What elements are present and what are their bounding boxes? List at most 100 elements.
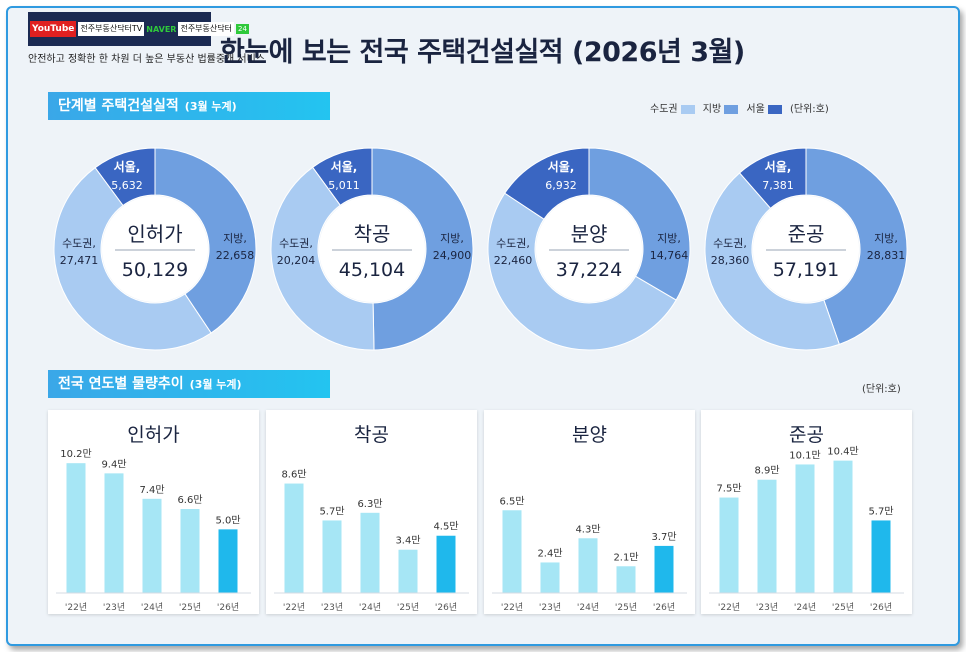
slice-label-region-value: 28,831 — [867, 249, 906, 262]
bar-chart-title: 분양 — [572, 424, 607, 446]
slice-label-seoul-value: 6,932 — [545, 179, 577, 192]
donut-1: 착공 45,104 서울, 5,011 지방, 24,900 수도권, 20,204 — [270, 147, 474, 351]
donut-total: 45,104 — [339, 259, 405, 281]
donut-total: 57,191 — [773, 259, 839, 281]
bar-charts: 인허가 10.2만 '22년 9.4만 '23년 7.4만 '24년 6.6만 '25년 5.0만… — [56, 424, 904, 613]
bar-category-label: '25년 — [832, 602, 854, 613]
bar-value-label: 8.9만 — [754, 465, 779, 477]
slice-label-capital-name: 수도권, — [496, 237, 530, 250]
bar-chart-2: 분양 6.5만 '22년 2.4만 '23년 4.3만 '24년 2.1만 '25년 3.7만 '2… — [492, 424, 687, 613]
bar — [871, 520, 891, 593]
slice-label-capital-value: 28,360 — [711, 254, 750, 267]
bar-category-label: '24년 — [359, 602, 381, 613]
donut-hole — [753, 196, 859, 302]
bar — [502, 510, 522, 593]
section-title: 단계별 주택건설실적 — [58, 98, 179, 114]
slice-label-capital-name: 수도권, — [279, 237, 313, 250]
tagline: 안전하고 정확한 한 차원 더 높은 부동산 법률중개 서비스 — [28, 54, 266, 65]
donut-3: 준공 57,191 서울, 7,381 지방, 28,831 수도권, 28,360 — [704, 147, 908, 351]
naver-logo: NAVER — [146, 24, 177, 34]
bar-value-label: 5.0만 — [215, 514, 240, 526]
slice-label-region-value: 22,658 — [216, 249, 255, 262]
section-header-yearly: 전국 연도별 물량추이 (3월 누계) — [48, 370, 330, 398]
bar — [360, 512, 380, 593]
bar-chart-title: 인허가 — [127, 424, 179, 446]
bar-value-label: 6.3만 — [357, 498, 382, 510]
bar-category-label: '25년 — [397, 602, 419, 613]
section-subtitle: (3월 누계) — [189, 378, 242, 391]
bar — [757, 479, 777, 593]
bar — [833, 460, 853, 593]
donut-total: 37,224 — [556, 259, 622, 281]
bar-chart-title: 준공 — [789, 424, 824, 446]
slice-label-region-name: 지방, — [440, 232, 464, 245]
bar-value-label: 5.7만 — [319, 505, 344, 517]
bar — [66, 463, 86, 593]
slice-label-region-name: 지방, — [874, 232, 898, 245]
slice-label-capital-value: 20,204 — [277, 254, 316, 267]
bar-value-label: 5.7만 — [868, 505, 893, 517]
donut-slice — [805, 147, 908, 345]
slice-label-capital-name: 수도권, — [713, 237, 747, 250]
donut-2: 분양 37,224 서울, 6,932 지방, 14,764 수도권, 22,460 — [487, 147, 691, 351]
slice-label-region-value: 24,900 — [433, 249, 472, 262]
bar — [616, 566, 636, 593]
slice-label-region-name: 지방, — [223, 232, 247, 245]
section-title: 전국 연도별 물량추이 — [58, 376, 184, 392]
channel-banner[interactable]: YouTube 전주부동산닥터TV NAVER 전주부동산닥터 24 — [28, 12, 249, 46]
bar — [578, 538, 598, 593]
bar-chart-title: 착공 — [354, 424, 389, 446]
legend-item-capital: 수도권 — [650, 100, 697, 115]
bar-value-label: 7.4만 — [139, 484, 164, 496]
bar-category-label: '26년 — [217, 602, 239, 613]
donut-hole — [536, 196, 642, 302]
bar — [795, 464, 815, 593]
bar-category-label: '24년 — [141, 602, 163, 613]
slice-label-capital-value: 27,471 — [60, 254, 99, 267]
donut-charts: 인허가 50,129 서울, 5,632 지방, 22,658 수도권, 27,471 착공 45… — [53, 147, 908, 351]
slice-label-seoul-name: 서울, — [765, 159, 792, 174]
donut-title: 준공 — [788, 222, 825, 246]
slice-label-capital-name: 수도권, — [62, 237, 96, 250]
slice-label-seoul-value: 7,381 — [762, 179, 794, 192]
badge-24: 24 — [235, 24, 249, 34]
bar — [398, 549, 418, 593]
bar-category-label: '22년 — [65, 602, 87, 613]
donut-title: 인허가 — [127, 222, 182, 246]
donut-0: 인허가 50,129 서울, 5,632 지방, 22,658 수도권, 27,471 — [53, 147, 257, 351]
bar-category-label: '24년 — [794, 602, 816, 613]
donut-slice — [371, 147, 474, 351]
bar-category-label: '26년 — [653, 602, 675, 613]
bar-category-label: '22년 — [283, 602, 305, 613]
slice-label-seoul-name: 서울, — [548, 159, 575, 174]
bar — [284, 483, 304, 593]
donut-total: 50,129 — [122, 259, 188, 281]
bar-category-label: '26년 — [870, 602, 892, 613]
bar-category-label: '23년 — [539, 602, 561, 613]
bar — [719, 497, 739, 593]
bar-category-label: '23년 — [756, 602, 778, 613]
donut-slice — [53, 166, 212, 351]
bar-value-label: 3.4만 — [395, 535, 420, 547]
slice-label-seoul-name: 서울, — [114, 159, 141, 174]
bar-value-label: 6.6만 — [177, 494, 202, 506]
bar-category-label: '22년 — [501, 602, 523, 613]
bar-chart-1: 착공 8.6만 '22년 5.7만 '23년 6.3만 '24년 3.4만 '25년 4.5만 '2… — [274, 424, 469, 613]
bar — [540, 562, 560, 593]
bar-value-label: 4.5만 — [433, 521, 458, 533]
section-subtitle: (3월 누계) — [184, 100, 237, 113]
bar-category-label: '22년 — [718, 602, 740, 613]
page-title: 한눈에 보는 전국 주택건설실적 (2026년 3월) — [220, 37, 745, 68]
yearly-unit: (단위:호) — [862, 384, 901, 395]
slice-label-region-name: 지방, — [657, 232, 681, 245]
channel-name: 전주부동산닥터TV — [78, 22, 145, 36]
legend-item-region: 지방 — [703, 100, 741, 115]
bar-value-label: 10.2만 — [60, 448, 91, 460]
legend-item-seoul: 서울 — [746, 100, 784, 115]
bar — [142, 498, 162, 593]
donut-slice — [588, 147, 691, 301]
slice-label-seoul-value: 5,011 — [328, 179, 360, 192]
donut-slice — [270, 166, 375, 351]
bar-value-label: 10.4만 — [827, 446, 858, 458]
bar-category-label: '25년 — [179, 602, 201, 613]
